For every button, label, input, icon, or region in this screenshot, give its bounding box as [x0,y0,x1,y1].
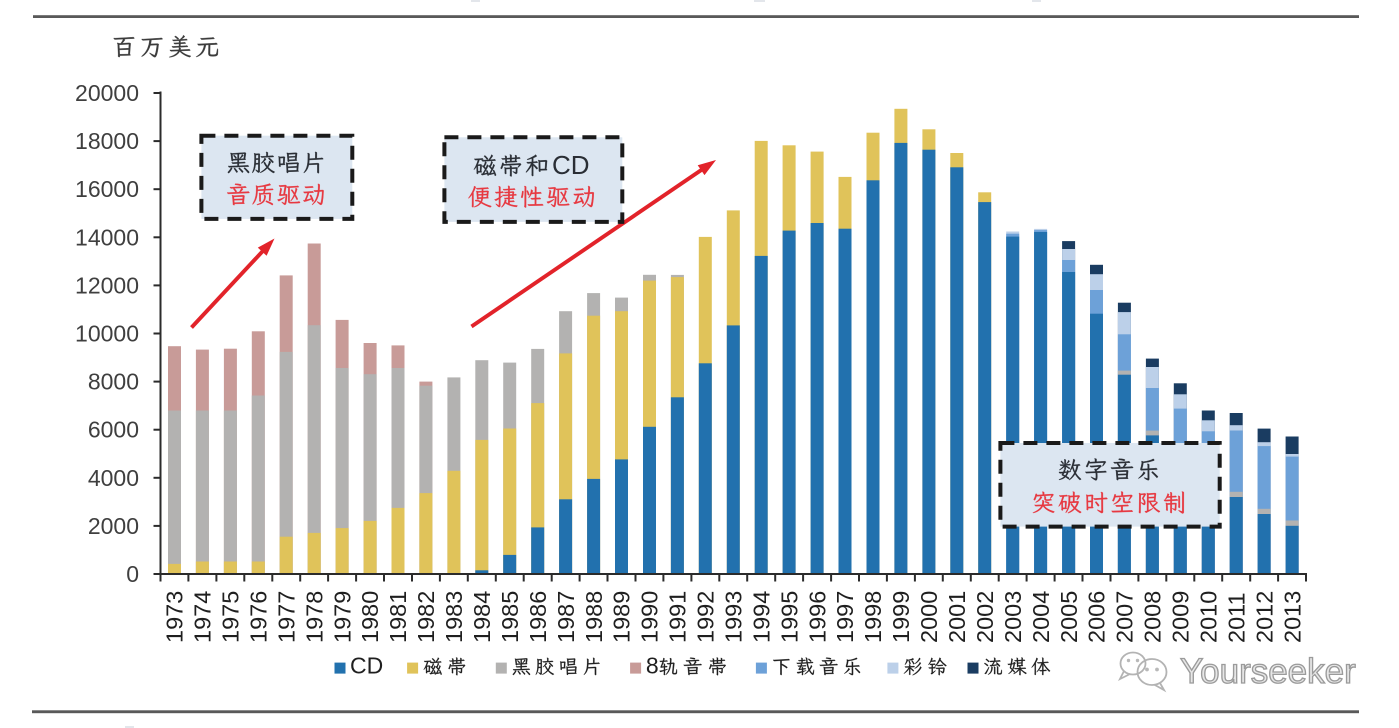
svg-text:2012: 2012 [1251,591,1277,643]
svg-text:16000: 16000 [75,176,139,202]
svg-text:1997: 1997 [832,591,858,643]
svg-text:1975: 1975 [218,591,244,643]
svg-text:12000: 12000 [75,272,139,298]
svg-text:2011: 2011 [1223,592,1249,643]
svg-text:1988: 1988 [581,591,607,643]
svg-text:1995: 1995 [776,591,802,643]
svg-text:2007: 2007 [1112,591,1138,643]
svg-text:10000: 10000 [75,321,139,347]
svg-text:1974: 1974 [190,591,216,643]
svg-text:Yourseeker: Yourseeker [1180,652,1356,691]
svg-text:1982: 1982 [413,591,439,643]
svg-text:CD: CD [552,150,590,180]
svg-text:1973: 1973 [162,591,188,643]
svg-text:14000: 14000 [75,224,139,250]
svg-text:2005: 2005 [1056,591,1082,643]
svg-text:1985: 1985 [497,591,523,643]
svg-text:2010: 2010 [1196,591,1222,643]
svg-text:1989: 1989 [609,591,635,643]
svg-text:4000: 4000 [88,465,139,491]
svg-text:1977: 1977 [273,591,299,643]
svg-text:1999: 1999 [888,591,914,643]
svg-text:2004: 2004 [1028,591,1054,643]
svg-text:1994: 1994 [748,591,774,643]
svg-text:1978: 1978 [301,591,327,643]
svg-text:1986: 1986 [525,591,551,643]
svg-text:1983: 1983 [441,591,467,643]
svg-text:2002: 2002 [972,591,998,643]
svg-text:0: 0 [126,561,139,587]
svg-text:1984: 1984 [469,591,495,643]
svg-text:2013: 2013 [1279,591,1305,643]
svg-text:2008: 2008 [1140,591,1166,643]
svg-text:18000: 18000 [75,128,139,154]
svg-text:2000: 2000 [916,591,942,643]
svg-text:1980: 1980 [357,591,383,643]
svg-text:2001: 2001 [944,591,970,643]
svg-text:2003: 2003 [1000,591,1026,643]
svg-text:1981: 1981 [385,591,411,643]
svg-text:1992: 1992 [693,591,719,643]
svg-text:1979: 1979 [329,591,355,643]
svg-text:20000: 20000 [75,80,139,106]
svg-text:8000: 8000 [88,369,139,395]
svg-text:1993: 1993 [721,591,747,643]
svg-text:1998: 1998 [860,591,886,643]
svg-text:1987: 1987 [553,591,579,643]
svg-text:2009: 2009 [1168,591,1194,643]
svg-text:6000: 6000 [88,417,139,443]
svg-text:CD: CD [350,653,383,679]
svg-text:1976: 1976 [246,591,272,643]
svg-text:8: 8 [646,653,659,679]
svg-text:1990: 1990 [637,591,663,643]
svg-text:1991: 1991 [665,591,691,643]
svg-text:2000: 2000 [88,513,139,539]
svg-text:2006: 2006 [1084,591,1110,643]
svg-text:1996: 1996 [804,591,830,643]
